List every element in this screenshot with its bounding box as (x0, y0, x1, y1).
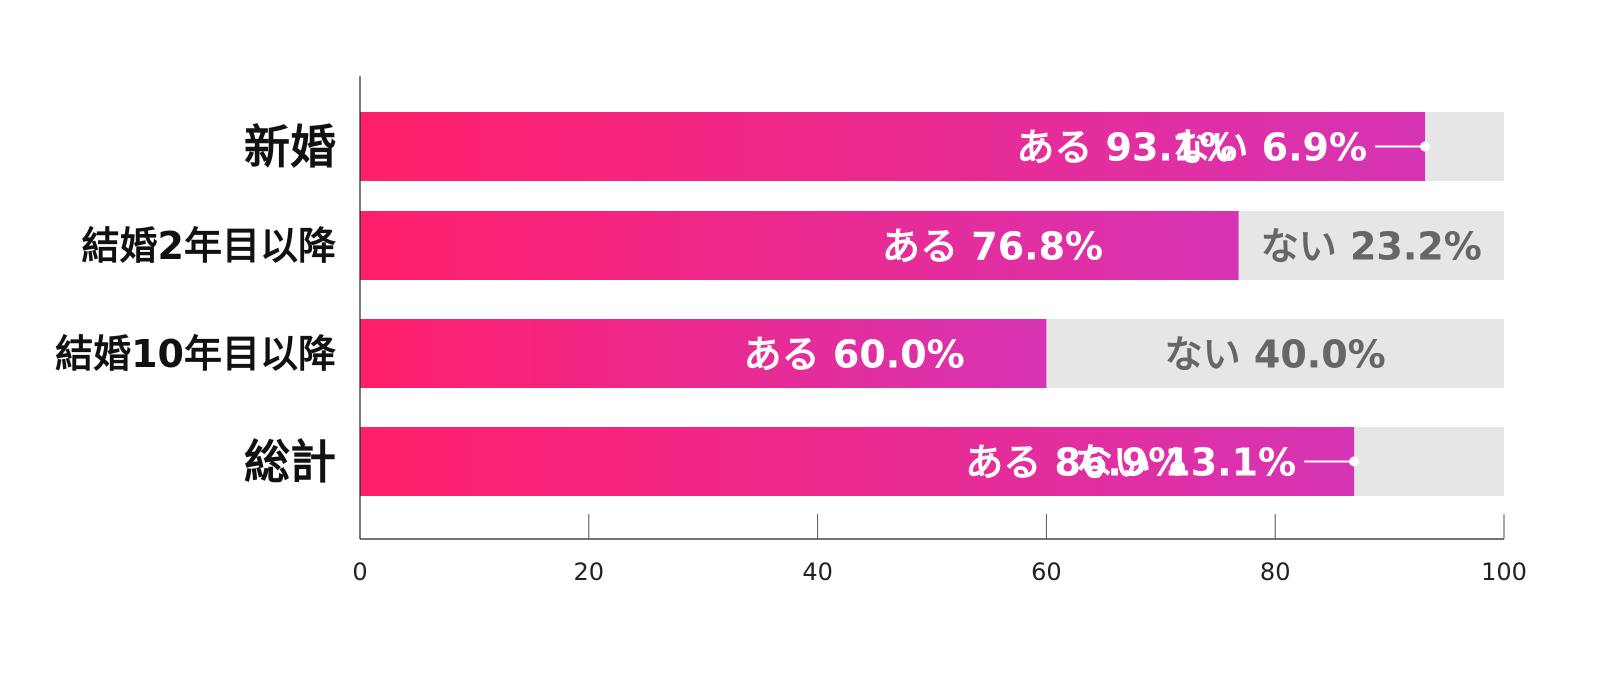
labels-layer: 新婚 ある 93.1%ない 6.9% 結婚2年目以降 ある 76.8% ない 23.2%… (55, 120, 1482, 489)
category-label-2: 結婚10年目以降 (55, 332, 336, 376)
category-label-3: 総計 (244, 435, 336, 489)
bar-label-no-2: ない 40.0% (1165, 333, 1386, 377)
axis-layer: 0 20 40 60 80 100 (352, 76, 1527, 586)
leader-dot-3 (1349, 456, 1360, 467)
bar-yes-3 (360, 427, 1355, 496)
x-tick-label-1: 20 (574, 558, 605, 586)
bar-label-yes-3: ある 86.9% (965, 441, 1186, 485)
x-tick-label-4: 80 (1260, 558, 1291, 586)
bar-label-no-1: ない 23.2% (1261, 225, 1482, 269)
bar-label-yes-2: ある 60.0% (744, 333, 965, 377)
bar-yes-1 (360, 211, 1239, 280)
category-label-0: 新婚 (244, 120, 336, 174)
category-label-1: 結婚2年目以降 (82, 224, 336, 268)
bar-yes-2 (360, 319, 1047, 388)
bar-label-yes-0: ある 93.1% (1016, 126, 1237, 170)
x-tick-label-2: 40 (802, 558, 833, 586)
bar-label-yes-1: ある 76.8% (882, 225, 1103, 269)
bar-label-no-3: ない 13.1% (1075, 441, 1296, 485)
bar-yes-0 (360, 112, 1426, 181)
x-tick-label-0: 0 (352, 558, 367, 586)
x-tick-label-5: 100 (1481, 558, 1527, 586)
x-tick-label-3: 60 (1031, 558, 1062, 586)
bars-layer (360, 112, 1504, 496)
leader-dot-0 (1420, 141, 1431, 152)
bar-label-no-0: ない 6.9% (1172, 126, 1367, 170)
